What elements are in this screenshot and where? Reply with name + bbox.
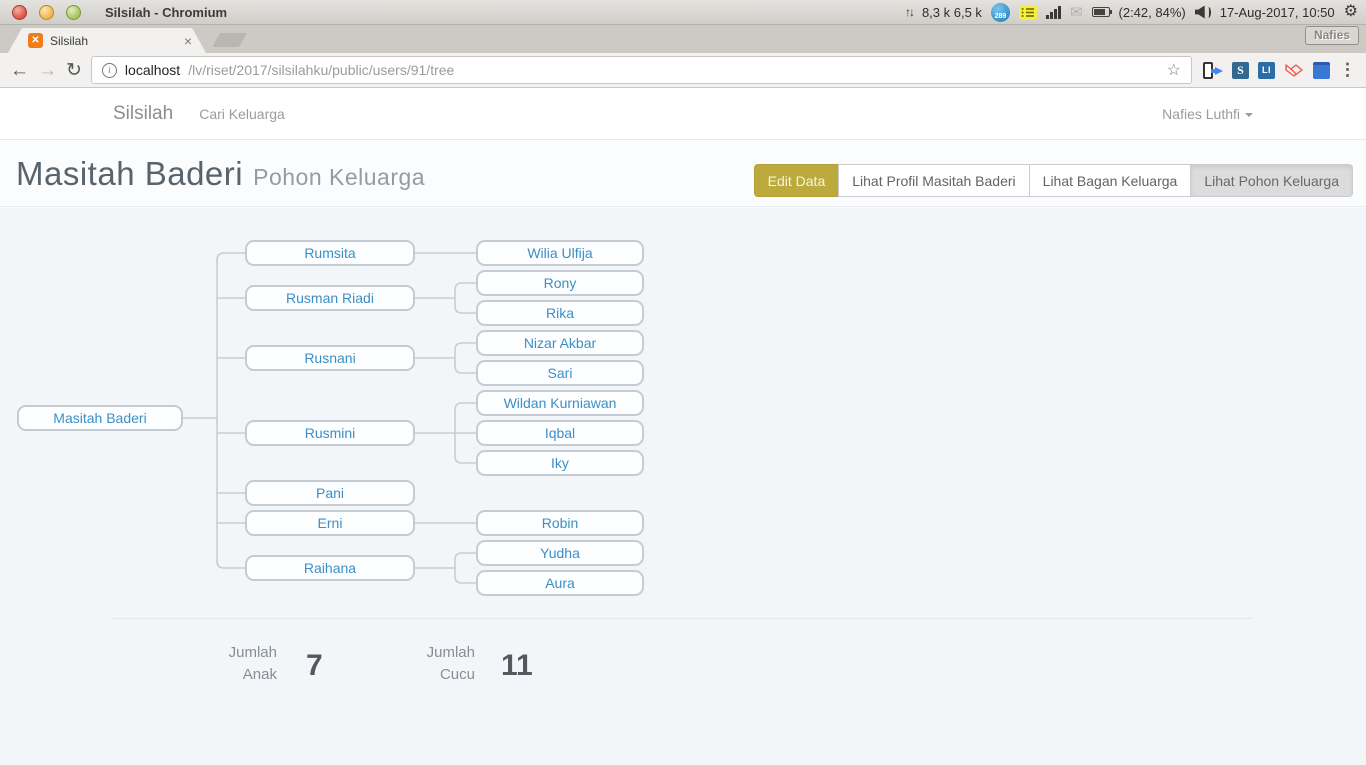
tree-node-grandchild[interactable]: Iqbal xyxy=(476,420,644,446)
tree-node-grandchild[interactable]: Iky xyxy=(476,450,644,476)
browser-toolbar: ← → ↻ i localhost /lv/riset/2017/silsila… xyxy=(0,53,1366,88)
tree-node-child[interactable]: Pani xyxy=(245,480,415,506)
signal-strength-icon[interactable] xyxy=(1045,5,1061,19)
site-navbar: Silsilah Cari Keluarga Nafies Luthfi xyxy=(0,89,1366,140)
volume-icon[interactable] xyxy=(1194,5,1211,19)
lihat-pohon-button[interactable]: Lihat Pohon Keluarga xyxy=(1190,164,1353,197)
divider xyxy=(113,618,1253,619)
user-name: Nafies Luthfi xyxy=(1162,106,1240,122)
mail-icon[interactable]: ✉ xyxy=(1069,3,1083,21)
tree-node-child[interactable]: Raihana xyxy=(245,555,415,581)
edit-data-button[interactable]: Edit Data xyxy=(753,164,840,197)
tree-node-grandchild[interactable]: Wildan Kurniawan xyxy=(476,390,644,416)
network-traffic-icon[interactable]: ↑↓ xyxy=(904,5,915,19)
battery-status-text: (2:42, 84%) xyxy=(1118,4,1186,20)
tree-node-child[interactable]: Erni xyxy=(245,510,415,536)
forward-button[interactable]: → xyxy=(38,59,57,81)
brand-link[interactable]: Silsilah xyxy=(113,103,174,124)
jumlah-anak-value: 7 xyxy=(306,649,323,682)
webpage: Silsilah Cari Keluarga Nafies Luthfi Mas… xyxy=(0,89,1366,765)
tree-section: Rumsita Wilia Ulfija Rusman Riadi Rony Rika R… xyxy=(0,208,1366,765)
blue-extension-icon[interactable] xyxy=(1313,61,1330,79)
messenger-indicator-icon[interactable]: 289 xyxy=(990,2,1010,22)
tree-node-child[interactable]: Rusmini xyxy=(245,420,415,446)
battery-icon[interactable] xyxy=(1091,7,1112,17)
laravel-extension-icon[interactable] xyxy=(1284,62,1304,78)
tree-node-root[interactable]: Masitah Baderi xyxy=(17,405,183,431)
system-tray: ↑↓ 8,3 k 6,5 k 289 ✉ (2:42, 84%) 17-Aug-… xyxy=(904,2,1366,22)
tab-close-icon[interactable]: × xyxy=(183,32,192,49)
tree-node-grandchild[interactable]: Yudha xyxy=(476,540,644,566)
window-minimize-button[interactable] xyxy=(39,4,54,20)
window-close-button[interactable] xyxy=(12,4,27,20)
tree-connectors xyxy=(183,252,476,584)
clock-text[interactable]: 17-Aug-2017, 10:50 xyxy=(1219,4,1335,20)
url-host: localhost xyxy=(124,62,181,78)
s-extension-icon[interactable]: S xyxy=(1232,61,1249,79)
tab-strip: ✕ Silsilah × Nafies xyxy=(0,25,1366,53)
tree-node-grandchild[interactable]: Sari xyxy=(476,360,644,386)
browser-menu-icon[interactable]: ⋮ xyxy=(1339,60,1356,79)
tree-node-grandchild[interactable]: Aura xyxy=(476,570,644,596)
user-dropdown[interactable]: Nafies Luthfi xyxy=(1162,106,1253,122)
tree-node-grandchild[interactable]: Rony xyxy=(476,270,644,296)
tree-node-grandchild[interactable]: Rika xyxy=(476,300,644,326)
jumlah-cucu-label: Jumlah Cucu xyxy=(426,644,475,683)
page-info-icon[interactable]: i xyxy=(101,62,117,78)
tab-title: Silsilah xyxy=(50,33,89,48)
tree-node-grandchild[interactable]: Wilia Ulfija xyxy=(476,240,644,266)
action-button-group: Edit Data Lihat Profil Masitah Baderi Li… xyxy=(753,164,1353,197)
tree-node-child[interactable]: Rusman Riadi xyxy=(245,285,415,311)
back-button[interactable]: ← xyxy=(10,59,29,81)
lihat-bagan-button[interactable]: Lihat Bagan Keluarga xyxy=(1028,164,1192,197)
person-name: Masitah Baderi xyxy=(16,155,244,192)
bookmark-star-icon[interactable]: ☆ xyxy=(1166,62,1181,79)
page-title: Masitah Baderi Pohon Keluarga xyxy=(16,155,425,193)
tree-node-child[interactable]: Rusnani xyxy=(245,345,415,371)
window-title: Silsilah - Chromium xyxy=(105,4,228,20)
gear-icon[interactable]: ⚙ xyxy=(1343,3,1358,20)
send-to-device-extension-icon[interactable] xyxy=(1201,61,1223,79)
notes-indicator-icon[interactable] xyxy=(1018,4,1037,20)
network-traffic-text: 8,3 k 6,5 k xyxy=(921,4,982,20)
tree-node-grandchild[interactable]: Nizar Akbar xyxy=(476,330,644,356)
window-maximize-button[interactable] xyxy=(66,4,81,20)
page-header: Masitah Baderi Pohon Keluarga Edit Data L… xyxy=(0,140,1366,207)
address-bar[interactable]: i localhost /lv/riset/2017/silsilahku/pu… xyxy=(90,56,1192,84)
chevron-down-icon xyxy=(1245,113,1253,118)
system-bar: Silsilah - Chromium ↑↓ 8,3 k 6,5 k 289 ✉… xyxy=(0,0,1366,25)
new-tab-button[interactable] xyxy=(212,33,247,47)
desktop-name-badge: Nafies xyxy=(1304,26,1359,45)
nav-link-cari-keluarga[interactable]: Cari Keluarga xyxy=(199,106,285,122)
reload-button[interactable]: ↻ xyxy=(66,59,82,81)
lihat-profil-button[interactable]: Lihat Profil Masitah Baderi xyxy=(838,164,1030,197)
tree-node-child[interactable]: Rumsita xyxy=(245,240,415,266)
jumlah-cucu-value: 11 xyxy=(501,649,533,682)
jumlah-anak-label: Jumlah Anak xyxy=(228,644,277,683)
page-subtitle: Pohon Keluarga xyxy=(253,164,426,190)
tab-favicon-icon: ✕ xyxy=(28,33,43,48)
li-extension-icon[interactable]: LI xyxy=(1258,61,1275,79)
family-tree: Rumsita Wilia Ulfija Rusman Riadi Rony Rika R… xyxy=(0,208,720,608)
tree-node-grandchild[interactable]: Robin xyxy=(476,510,644,536)
url-path: /lv/riset/2017/silsilahku/public/users/9… xyxy=(188,62,455,78)
browser-tab[interactable]: ✕ Silsilah × xyxy=(8,28,206,53)
